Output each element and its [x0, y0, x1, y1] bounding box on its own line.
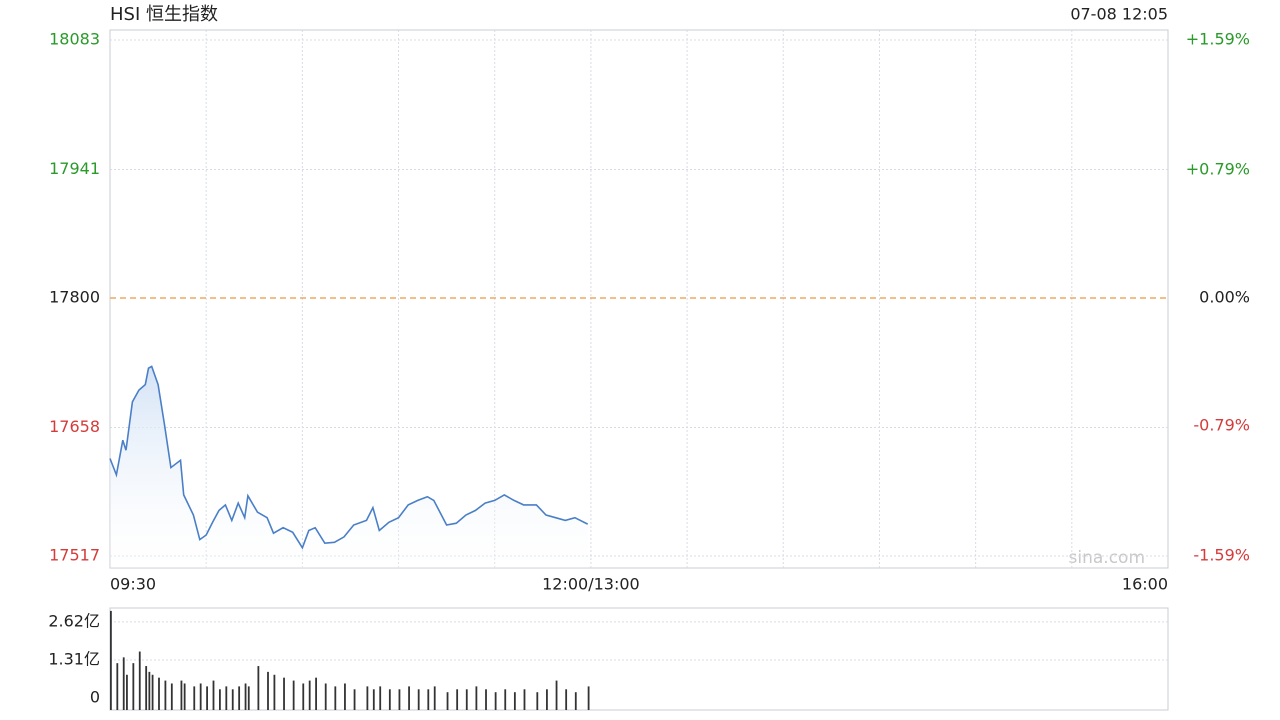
- volume-bar: [126, 674, 128, 710]
- y2-tick-label: +0.79%: [1186, 159, 1250, 178]
- volume-bar: [324, 683, 327, 710]
- y-tick-label: 17658: [49, 417, 100, 436]
- volume-bar: [193, 686, 196, 710]
- volume-bar: [587, 686, 590, 710]
- volume-bar: [212, 680, 215, 710]
- price-line: [109, 365, 589, 550]
- volume-bar: [344, 683, 346, 710]
- volume-bar: [485, 689, 487, 710]
- volume-bar: [183, 683, 186, 710]
- y-tick-label: 1.31亿: [48, 649, 100, 668]
- volume-bar: [158, 677, 160, 710]
- y-tick-label: 17517: [49, 546, 100, 565]
- volume-bar: [536, 692, 539, 710]
- volume-bar: [292, 680, 295, 710]
- volume-bar: [372, 689, 375, 710]
- volume-bar: [199, 683, 202, 710]
- volume-bar: [353, 689, 356, 710]
- chart-title: HSI 恒生指数: [110, 4, 218, 25]
- volume-bar: [574, 692, 577, 710]
- volume-bar: [219, 689, 221, 710]
- volume-bar: [388, 689, 391, 710]
- volume-bar: [247, 686, 250, 710]
- volume-bar: [456, 689, 459, 710]
- x-tick-label: 09:30: [110, 575, 156, 594]
- volume-bar: [145, 666, 148, 710]
- volume-bar: [244, 683, 247, 710]
- y2-tick-label: -1.59%: [1193, 546, 1250, 565]
- volume-bar: [138, 651, 141, 710]
- volume-bar: [116, 663, 119, 710]
- volume-bar: [231, 689, 234, 710]
- volume-bar: [417, 689, 420, 710]
- volume-bar: [315, 677, 317, 710]
- volume-bar: [273, 674, 276, 710]
- volume-bar: [283, 677, 285, 710]
- y-tick-label: 17800: [49, 288, 100, 307]
- volume-bar: [180, 680, 183, 710]
- volume-bar: [257, 666, 260, 710]
- volume-bar: [110, 610, 112, 710]
- volume-bar: [334, 686, 337, 710]
- volume-bar: [523, 689, 526, 710]
- volume-bar: [513, 692, 516, 710]
- volume-bar: [504, 689, 507, 710]
- y-tick-label: 18083: [49, 30, 100, 49]
- volume-bar: [433, 686, 436, 710]
- volume-bar: [465, 689, 468, 710]
- plot-frame: [109, 29, 1169, 569]
- volume-bar: [164, 680, 167, 710]
- y-tick-label: 17941: [49, 159, 100, 178]
- volume-bar: [408, 686, 410, 710]
- volume-bar: [238, 686, 241, 710]
- volume-bar: [427, 689, 430, 710]
- x-tick-label: 16:00: [1122, 575, 1168, 594]
- x-tick-label: 12:00/13:00: [542, 575, 640, 594]
- volume-bar: [302, 683, 305, 710]
- volume-bar: [225, 686, 228, 710]
- volume-bar: [366, 686, 369, 710]
- volume-bar: [122, 657, 125, 710]
- volume-bar: [555, 680, 558, 710]
- volume-bar: [148, 671, 151, 710]
- volume-bar: [308, 680, 311, 710]
- volume-bar: [398, 689, 401, 710]
- volume-bar: [494, 692, 497, 710]
- volume-bar: [379, 686, 382, 710]
- timestamp: 07-08 12:05: [1070, 5, 1168, 24]
- volume-bar: [206, 686, 208, 710]
- volume-bar: [170, 683, 173, 710]
- volume-bar: [546, 689, 548, 710]
- y2-tick-label: 0.00%: [1199, 288, 1250, 307]
- volume-bar: [475, 686, 478, 710]
- y2-tick-label: +1.59%: [1186, 30, 1250, 49]
- volume-bar: [132, 663, 135, 710]
- volume-bar: [267, 671, 269, 710]
- y-tick-label: 0: [90, 688, 100, 707]
- y2-tick-label: -0.79%: [1193, 416, 1250, 435]
- volume-bar: [565, 689, 568, 710]
- price-area: [110, 366, 588, 568]
- watermark: sina.com: [1069, 548, 1145, 568]
- volume-bar: [446, 692, 449, 710]
- y-tick-label: 2.62亿: [48, 611, 100, 630]
- volume-bar: [151, 674, 154, 710]
